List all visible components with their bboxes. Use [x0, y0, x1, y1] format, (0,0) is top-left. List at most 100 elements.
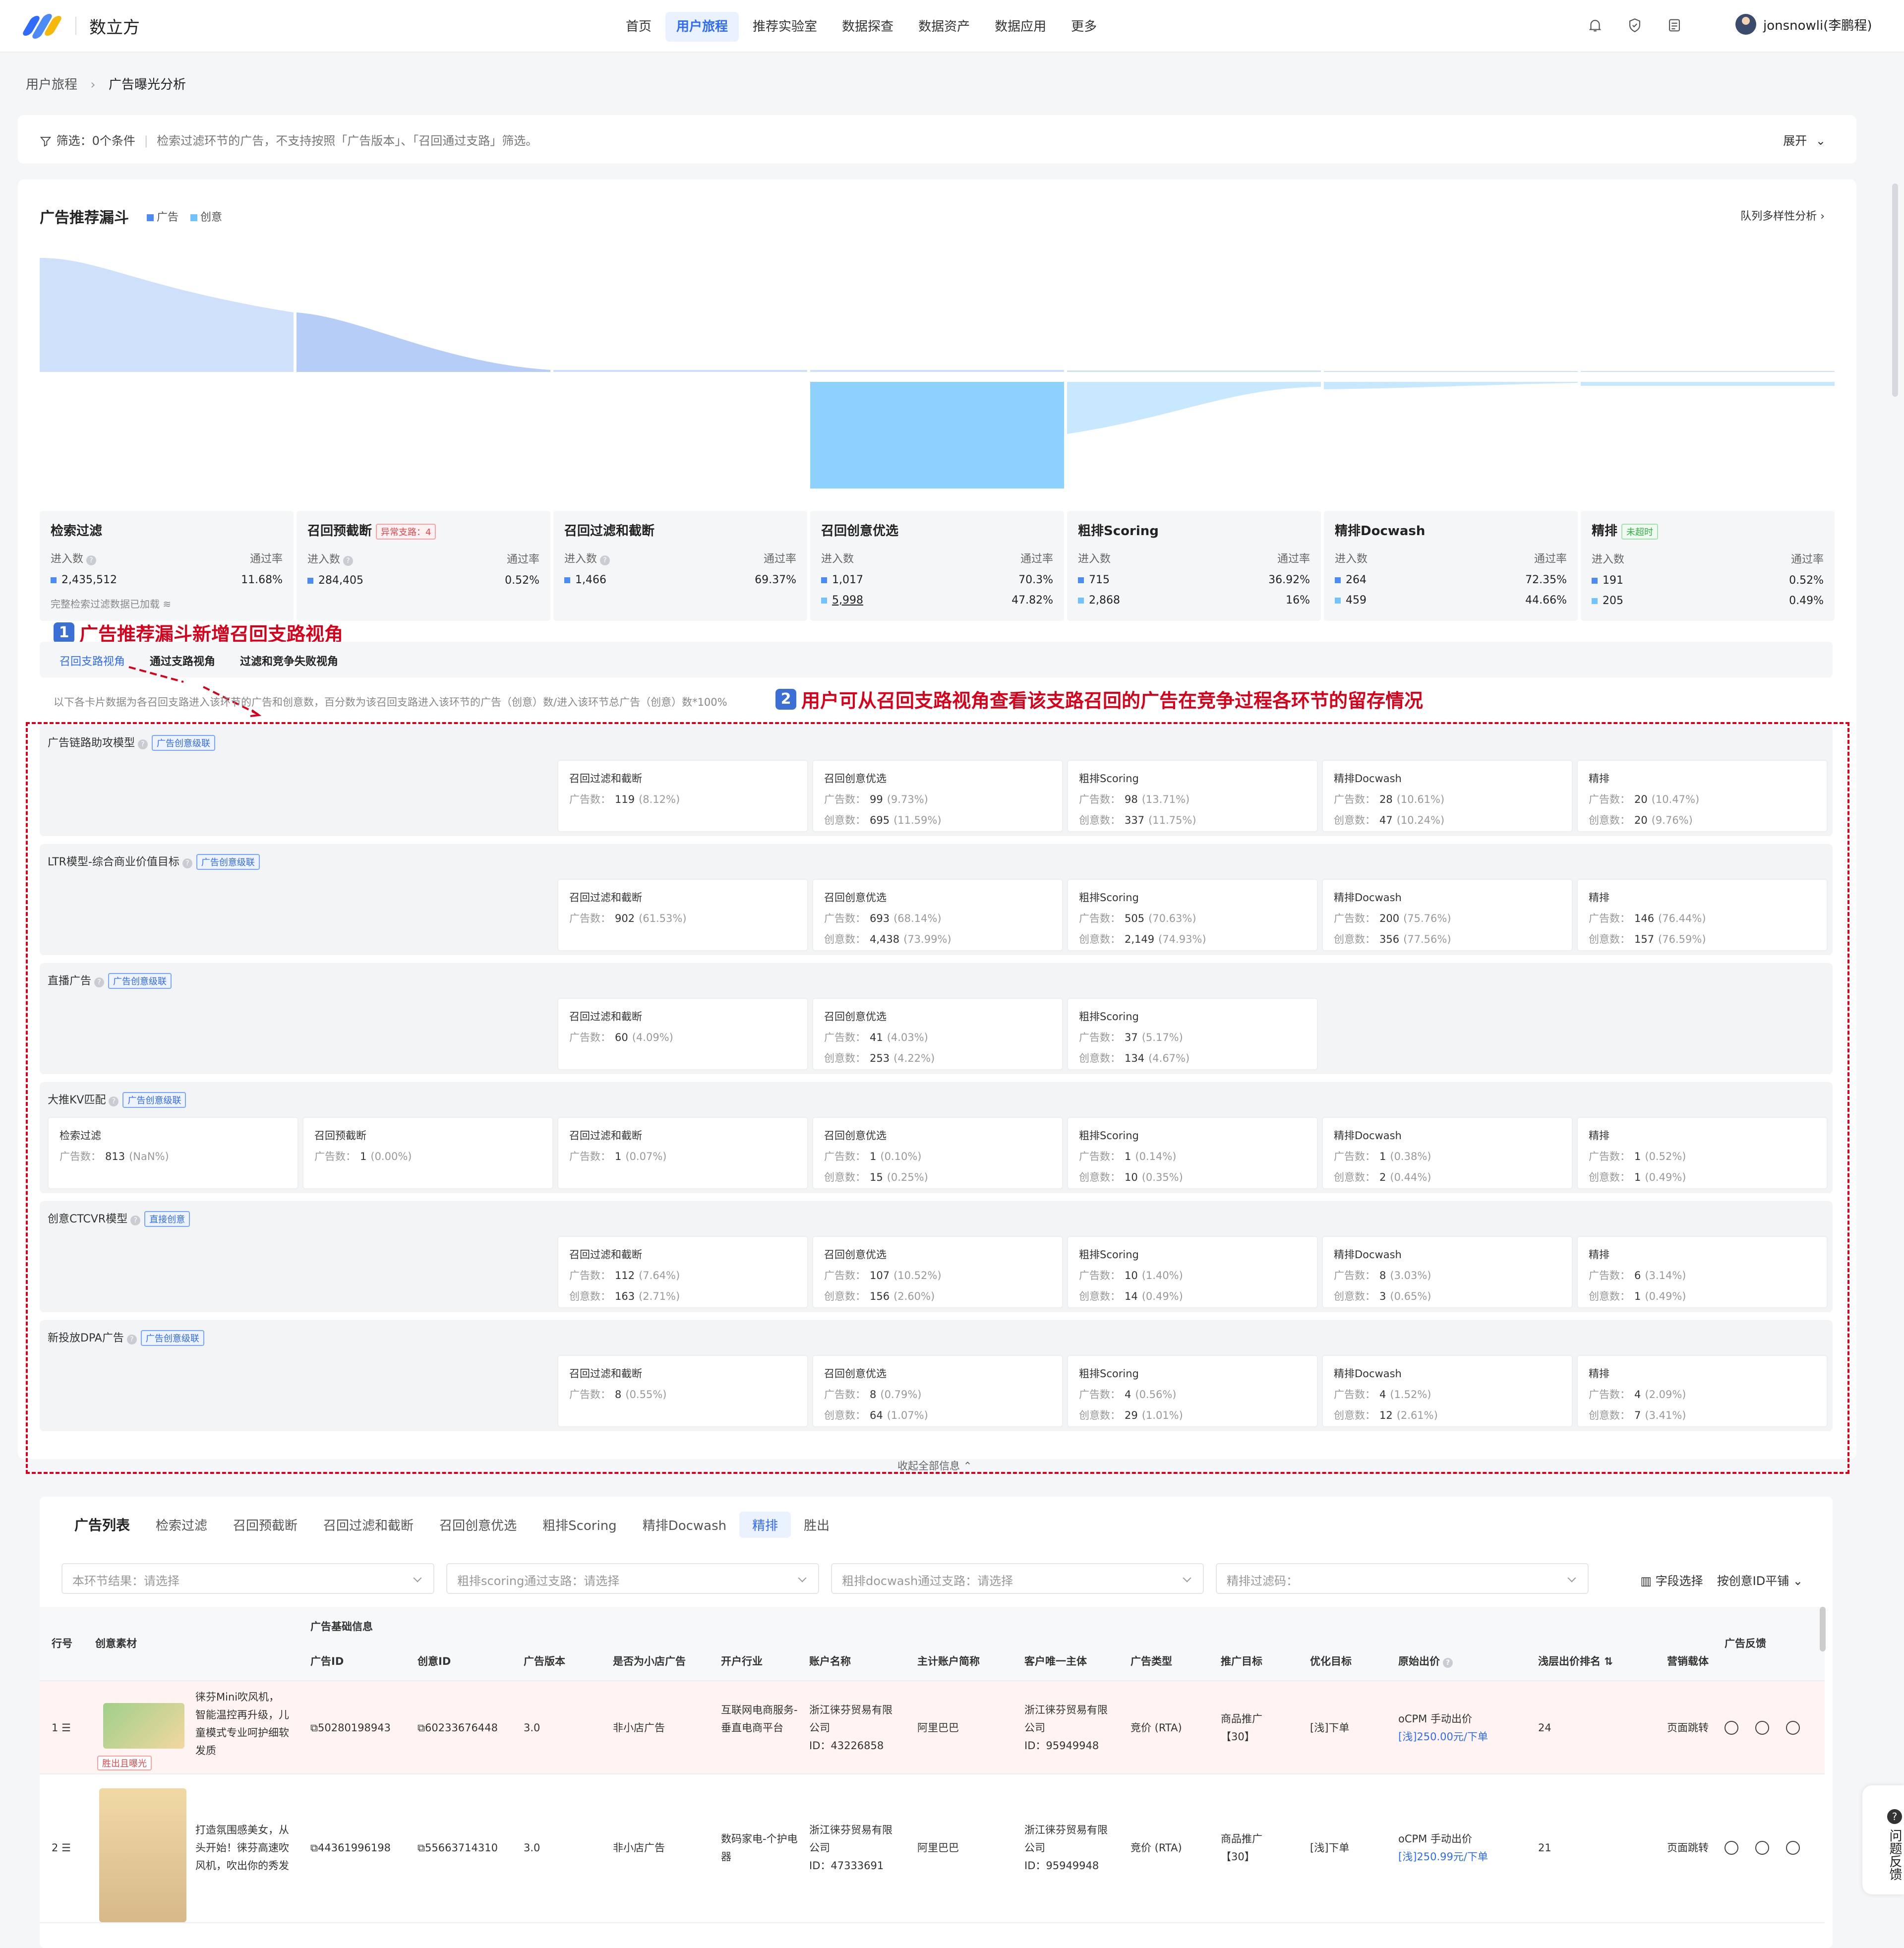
branch-stage-card[interactable]: 粗排Scoring 广告数： 10 (1.40%) 创意数： 14 (0.49%)	[1067, 1236, 1318, 1308]
tab-filter-fail-view[interactable]: 过滤和竞争失败视角	[240, 656, 339, 668]
stage-recall-creative[interactable]: 召回创意优选 进入数 通过率 1,017 70.3% 5,998 47.82%	[810, 511, 1064, 621]
tab-retrieval[interactable]: 检索过滤	[156, 1518, 208, 1533]
table-scrollbar[interactable]	[1820, 1607, 1826, 1651]
nav-item-more[interactable]: 更多	[1071, 19, 1097, 34]
branch-stage-card[interactable]: 召回创意优选 广告数： 8 (0.79%) 创意数： 64 (1.07%)	[812, 1355, 1063, 1427]
filter-icon[interactable]	[39, 134, 53, 148]
branch-stage-card[interactable]: 召回过滤和截断 广告数： 902 (61.53%)	[557, 879, 808, 951]
stage-fine-ranking[interactable]: 精排 未超时 进入数 通过率 191 0.52% 205 0.49%	[1581, 511, 1835, 621]
branch-stage-card[interactable]: 精排 广告数： 146 (76.44%) 创意数： 157 (76.59%)	[1577, 879, 1828, 951]
nav-item-apps[interactable]: 数据应用	[995, 19, 1047, 34]
queue-diversity-link[interactable]: 队列多样性分析 ›	[1740, 210, 1825, 223]
bid-detail-link[interactable]: [浅]250.99元/下单	[1398, 1851, 1488, 1863]
fine-filter-code-select[interactable]: 精排过滤码：	[1216, 1563, 1589, 1594]
stage-recall-pretruncate[interactable]: 召回预截断 异常支路：4 进入数? 通过率 284,405 0.52%	[297, 511, 550, 621]
branch-stage-card[interactable]: 召回过滤和截断 广告数： 119 (8.12%)	[557, 760, 808, 832]
sad-face-icon[interactable]	[1786, 1841, 1800, 1855]
tab-recall-branch-view[interactable]: 召回支路视角	[60, 656, 125, 668]
branch-stage-card[interactable]: 粗排Scoring 广告数： 4 (0.56%) 创意数： 29 (1.01%)	[1067, 1355, 1318, 1427]
abnormal-branch-badge[interactable]: 异常支路：4	[376, 523, 436, 540]
branch-stage-card[interactable]: 精排Docwash 广告数： 4 (1.52%) 创意数： 12 (2.61%)	[1322, 1355, 1573, 1427]
tab-recall-creative[interactable]: 召回创意优选	[439, 1518, 517, 1533]
feedback-button[interactable]: ? 问题反馈	[1862, 1785, 1904, 1894]
stage-recall-filter[interactable]: 召回过滤和截断 进入数? 通过率 1,466 69.37%	[553, 511, 807, 621]
help-icon[interactable]: ?	[126, 1335, 137, 1344]
branch-stage-card[interactable]: 精排 广告数： 20 (10.47%) 创意数： 20 (9.76%)	[1577, 760, 1828, 832]
branch-stage-card[interactable]: 粗排Scoring 广告数： 1 (0.14%) 创意数： 10 (0.35%)	[1067, 1117, 1318, 1189]
shield-icon[interactable]	[1626, 17, 1643, 34]
branch-stage-card[interactable]: 召回创意优选 广告数： 99 (9.73%) 创意数： 695 (11.59%)	[812, 760, 1063, 832]
branch-stage-card[interactable]: 精排 广告数： 4 (2.09%) 创意数： 7 (3.41%)	[1577, 1355, 1828, 1427]
branch-stage-card[interactable]: 召回创意优选 广告数： 41 (4.03%) 创意数： 253 (4.22%)	[812, 998, 1063, 1070]
help-icon[interactable]: ?	[343, 555, 354, 566]
help-icon[interactable]: ?	[109, 1096, 119, 1106]
tab-docwash[interactable]: 精排Docwash	[642, 1518, 727, 1533]
branch-stage-card[interactable]: 召回创意优选 广告数： 107 (10.52%) 创意数： 156 (2.60%)	[812, 1236, 1063, 1308]
bell-icon[interactable]	[1587, 17, 1604, 34]
creative-id[interactable]: ⧉55663714310	[417, 1839, 498, 1857]
help-icon[interactable]: ?	[182, 858, 192, 868]
user-menu[interactable]: jonsnowli(李鹏程)	[1735, 14, 1872, 35]
branch-stage-card[interactable]: 粗排Scoring 广告数： 37 (5.17%) 创意数： 134 (4.67%)	[1067, 998, 1318, 1070]
smile-icon[interactable]	[1725, 1841, 1738, 1855]
help-icon[interactable]: ?	[86, 555, 97, 565]
nav-item-assets[interactable]: 数据资产	[918, 19, 970, 34]
ad-id[interactable]: ⧉50280198943	[310, 1719, 391, 1737]
branch-stage-card[interactable]: 检索过滤 广告数： 813 (NaN%)	[48, 1117, 298, 1189]
table-row[interactable]: 2 ☰ 打造氛围感美女，从头开始！徕芬高速吹风机，吹出你的秀发 ⧉4436199…	[40, 1774, 1825, 1923]
docwash-branch-select[interactable]: 粗排docwash通过支路：请选择	[831, 1563, 1204, 1594]
tab-winner[interactable]: 胜出	[804, 1518, 830, 1533]
help-icon[interactable]: ?	[600, 555, 610, 565]
nav-item-user-journey[interactable]: 用户旅程	[665, 12, 739, 42]
stage-creative-count[interactable]: 5,998	[832, 594, 863, 607]
branch-stage-card[interactable]: 精排Docwash 广告数： 1 (0.38%) 创意数： 2 (0.44%)	[1322, 1117, 1573, 1189]
branch-stage-card[interactable]: 粗排Scoring 广告数： 505 (70.63%) 创意数： 2,149 (74.93%…	[1067, 879, 1318, 951]
stage-docwash[interactable]: 精排Docwash 进入数 通过率 264 72.35% 459 44.66%	[1324, 511, 1578, 621]
creative-thumbnail[interactable]	[99, 1788, 186, 1922]
detail-list-icon[interactable]: ☰	[61, 1722, 71, 1734]
creative-id[interactable]: ⧉60233676448	[417, 1719, 498, 1737]
branch-stage-card[interactable]: 召回创意优选 广告数： 1 (0.10%) 创意数： 15 (0.25%)	[812, 1117, 1063, 1189]
branch-stage-card[interactable]: 召回过滤和截断 广告数： 1 (0.07%)	[557, 1117, 808, 1189]
tab-coarse-scoring[interactable]: 粗排Scoring	[542, 1518, 617, 1533]
branch-stage-card[interactable]: 召回创意优选 广告数： 693 (68.14%) 创意数： 4,438 (73.99%)	[812, 879, 1063, 951]
stage-coarse-scoring[interactable]: 粗排Scoring 进入数 通过率 715 36.92% 2,868 16%	[1067, 511, 1321, 621]
branch-stage-card[interactable]: 粗排Scoring 广告数： 98 (13.71%) 创意数： 337 (11.75%)	[1067, 760, 1318, 832]
sad-face-icon[interactable]	[1786, 1721, 1800, 1735]
branch-stage-card[interactable]: 精排Docwash 广告数： 28 (10.61%) 创意数： 47 (10.24%)	[1322, 760, 1573, 832]
neutral-face-icon[interactable]	[1755, 1721, 1769, 1735]
branch-stage-card[interactable]: 精排 广告数： 6 (3.14%) 创意数： 1 (0.49%)	[1577, 1236, 1828, 1308]
page-scrollbar[interactable]	[1892, 183, 1898, 397]
ad-id[interactable]: ⧉44361996198	[310, 1839, 391, 1857]
document-icon[interactable]	[1666, 17, 1683, 34]
help-icon[interactable]: ?	[138, 739, 148, 749]
help-icon[interactable]: ?	[130, 1216, 141, 1225]
bid-detail-link[interactable]: [浅]250.00元/下单	[1398, 1731, 1488, 1743]
help-icon[interactable]: ?	[94, 977, 105, 987]
creative-thumbnail[interactable]	[103, 1703, 184, 1749]
smile-icon[interactable]	[1725, 1721, 1738, 1735]
expand-button[interactable]: 展开 ⌄	[1783, 131, 1826, 148]
detail-list-icon[interactable]: ☰	[61, 1842, 71, 1854]
help-icon[interactable]: ?	[1443, 1658, 1453, 1668]
branch-stage-card[interactable]: 召回过滤和截断 广告数： 60 (4.09%)	[557, 998, 808, 1070]
app-logo-icon[interactable]	[21, 14, 63, 39]
tab-recall-filter[interactable]: 召回过滤和截断	[323, 1518, 414, 1533]
tab-pass-branch-view[interactable]: 通过支路视角	[150, 656, 216, 668]
branch-stage-card[interactable]: 召回过滤和截断 广告数： 112 (7.64%) 创意数： 163 (2.71%)	[557, 1236, 808, 1308]
collapse-all-button[interactable]: 收起全部信息 ⌃	[897, 1458, 972, 1473]
nav-item-explore[interactable]: 数据探查	[842, 19, 894, 34]
branch-stage-card[interactable]: 召回预截断 广告数： 1 (0.00%)	[302, 1117, 553, 1189]
table-row[interactable]: 1 ☰ 胜出且曝光 徕芬Mini吹风机，智能温控再升级，儿童模式专业呵护细软发质…	[40, 1681, 1825, 1774]
scoring-branch-select[interactable]: 粗排scoring通过支路：请选择	[446, 1563, 819, 1594]
nav-item-home[interactable]: 首页	[626, 19, 652, 34]
branch-stage-card[interactable]: 召回过滤和截断 广告数： 8 (0.55%)	[557, 1355, 808, 1427]
tab-fine-ranking[interactable]: 精排	[739, 1511, 791, 1538]
breadcrumb-parent[interactable]: 用户旅程	[26, 77, 78, 92]
field-select-button[interactable]: ▥ 字段选择	[1640, 1571, 1703, 1588]
stage-retrieval[interactable]: 检索过滤 进入数? 通过率 2,435,512 11.68% 完整检索过滤数据已加载…	[40, 511, 294, 621]
branch-stage-card[interactable]: 精排Docwash 广告数： 200 (75.76%) 创意数： 356 (77.56%)	[1322, 879, 1573, 951]
stage-result-select[interactable]: 本环节结果：请选择	[61, 1563, 434, 1594]
tab-recall-pretruncate[interactable]: 召回预截断	[233, 1518, 298, 1533]
flatten-select[interactable]: 按创意ID平铺 ⌄	[1717, 1571, 1803, 1588]
